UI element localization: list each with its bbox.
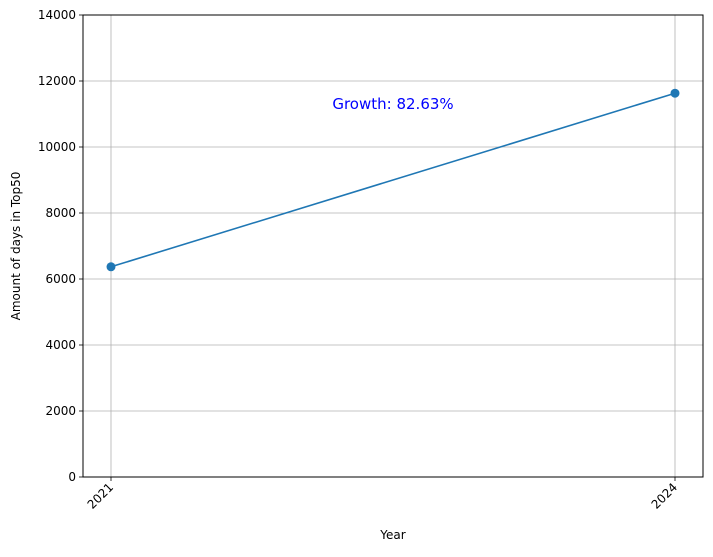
grid: [83, 14, 703, 478]
y-tick-label-3: 6000: [45, 272, 76, 286]
growth-annotation: Growth: 82.63%: [332, 95, 453, 113]
y-axis-ticks: 0 2000 4000 6000 8000 10000 12000 14000: [38, 8, 83, 484]
y-tick-label-6: 12000: [38, 74, 76, 88]
plot-frame: [82, 14, 704, 478]
series-line-0: [110, 92, 676, 268]
data-point-0-0: [106, 262, 116, 272]
y-tick-label-2: 4000: [45, 338, 76, 352]
y-tick-label-7: 14000: [38, 8, 76, 22]
data-point-0-1: [670, 88, 680, 98]
x-axis-label: Year: [379, 528, 405, 542]
y-tick-label-5: 10000: [38, 140, 76, 154]
series-layer: [106, 88, 680, 272]
y-tick-label-0: 0: [68, 470, 76, 484]
y-tick-label-4: 8000: [45, 206, 76, 220]
y-tick-label-1: 2000: [45, 404, 76, 418]
y-axis-label: Amount of days in Top50: [9, 172, 23, 321]
